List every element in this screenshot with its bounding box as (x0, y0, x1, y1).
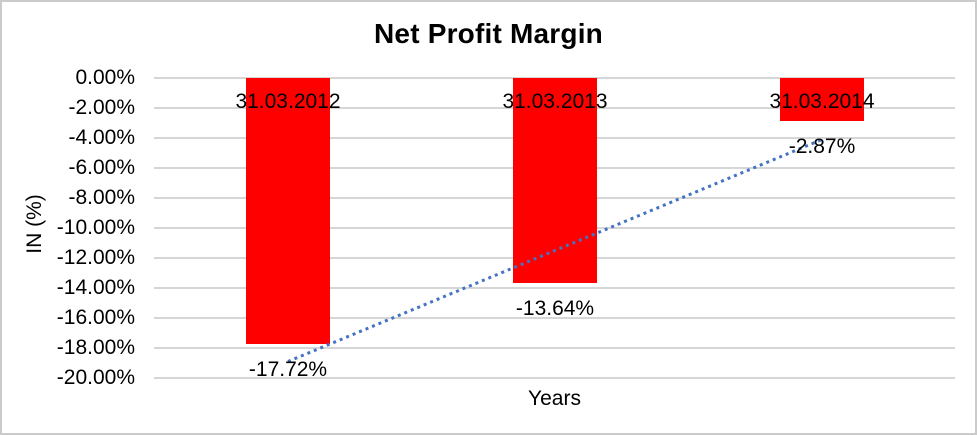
bar-31.03.2014 (780, 78, 864, 122)
y-axis-tick-label: -20.00% (56, 366, 135, 389)
x-axis-title: Years (528, 387, 581, 410)
y-axis-tick-label: -6.00% (68, 156, 135, 179)
y-axis-tick-label: -2.00% (68, 96, 135, 119)
gridline (154, 347, 955, 349)
category-label: 31.03.2012 (235, 90, 341, 113)
chart-title: Net Profit Margin (374, 18, 603, 49)
category-label: 31.03.2013 (502, 90, 608, 113)
data-label: -17.72% (248, 357, 328, 381)
y-axis-tick-label: 0.00% (75, 66, 135, 89)
y-axis-tick-label: -14.00% (56, 276, 135, 299)
y-axis-tick-label: -8.00% (68, 186, 135, 209)
gridline (154, 377, 955, 379)
y-axis-tick-label: -16.00% (56, 306, 135, 329)
y-axis-tick-label: -12.00% (56, 246, 135, 269)
bar-31.03.2012 (246, 78, 330, 344)
y-axis-tick-label: -10.00% (56, 216, 135, 239)
data-label: -2.87% (788, 135, 856, 159)
y-axis-tick-label: -4.00% (68, 126, 135, 149)
y-axis-tick-label: -18.00% (56, 336, 135, 359)
category-label: 31.03.2014 (769, 90, 875, 113)
data-label: -13.64% (515, 296, 595, 320)
